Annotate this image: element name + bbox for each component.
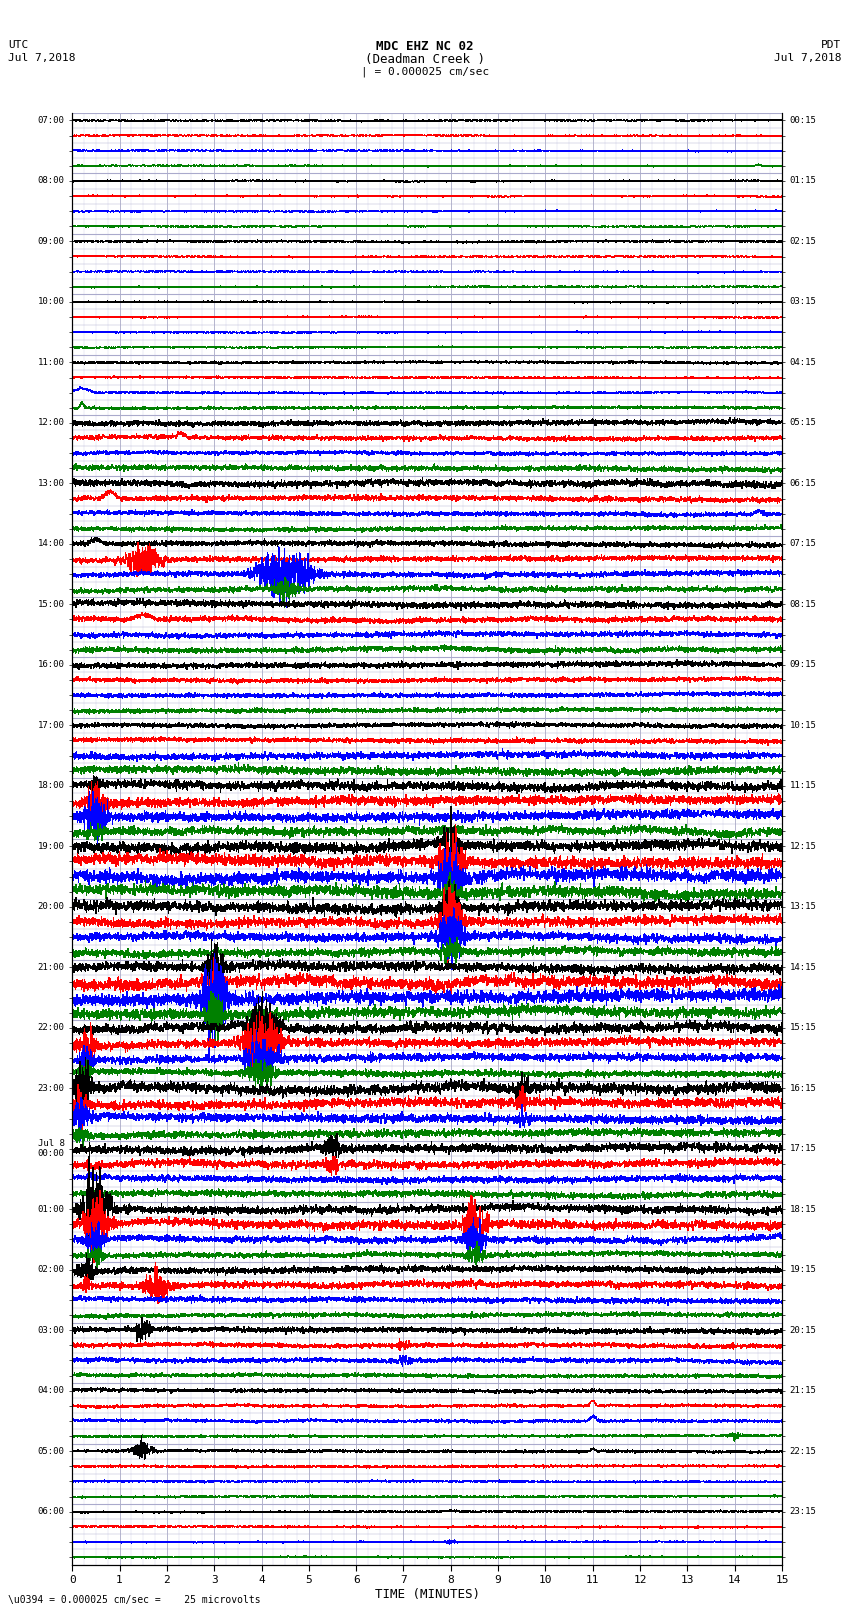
Text: Jul 7,2018: Jul 7,2018 xyxy=(774,53,842,63)
Text: MDC EHZ NC 02: MDC EHZ NC 02 xyxy=(377,40,473,53)
Text: (Deadman Creek ): (Deadman Creek ) xyxy=(365,53,485,66)
Text: PDT: PDT xyxy=(821,40,842,50)
Text: | = 0.000025 cm/sec: | = 0.000025 cm/sec xyxy=(361,66,489,77)
Text: UTC: UTC xyxy=(8,40,29,50)
Text: \u0394 = 0.000025 cm/sec =    25 microvolts: \u0394 = 0.000025 cm/sec = 25 microvolts xyxy=(8,1595,261,1605)
Text: Jul 7,2018: Jul 7,2018 xyxy=(8,53,76,63)
X-axis label: TIME (MINUTES): TIME (MINUTES) xyxy=(375,1587,479,1600)
